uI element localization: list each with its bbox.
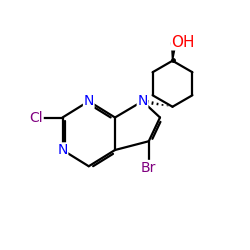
Text: N: N (84, 94, 94, 108)
Text: N: N (137, 94, 148, 108)
Text: N: N (57, 143, 68, 157)
Polygon shape (172, 42, 176, 61)
Text: Cl: Cl (30, 110, 43, 124)
Text: OH: OH (172, 35, 195, 50)
Text: Br: Br (141, 160, 156, 174)
